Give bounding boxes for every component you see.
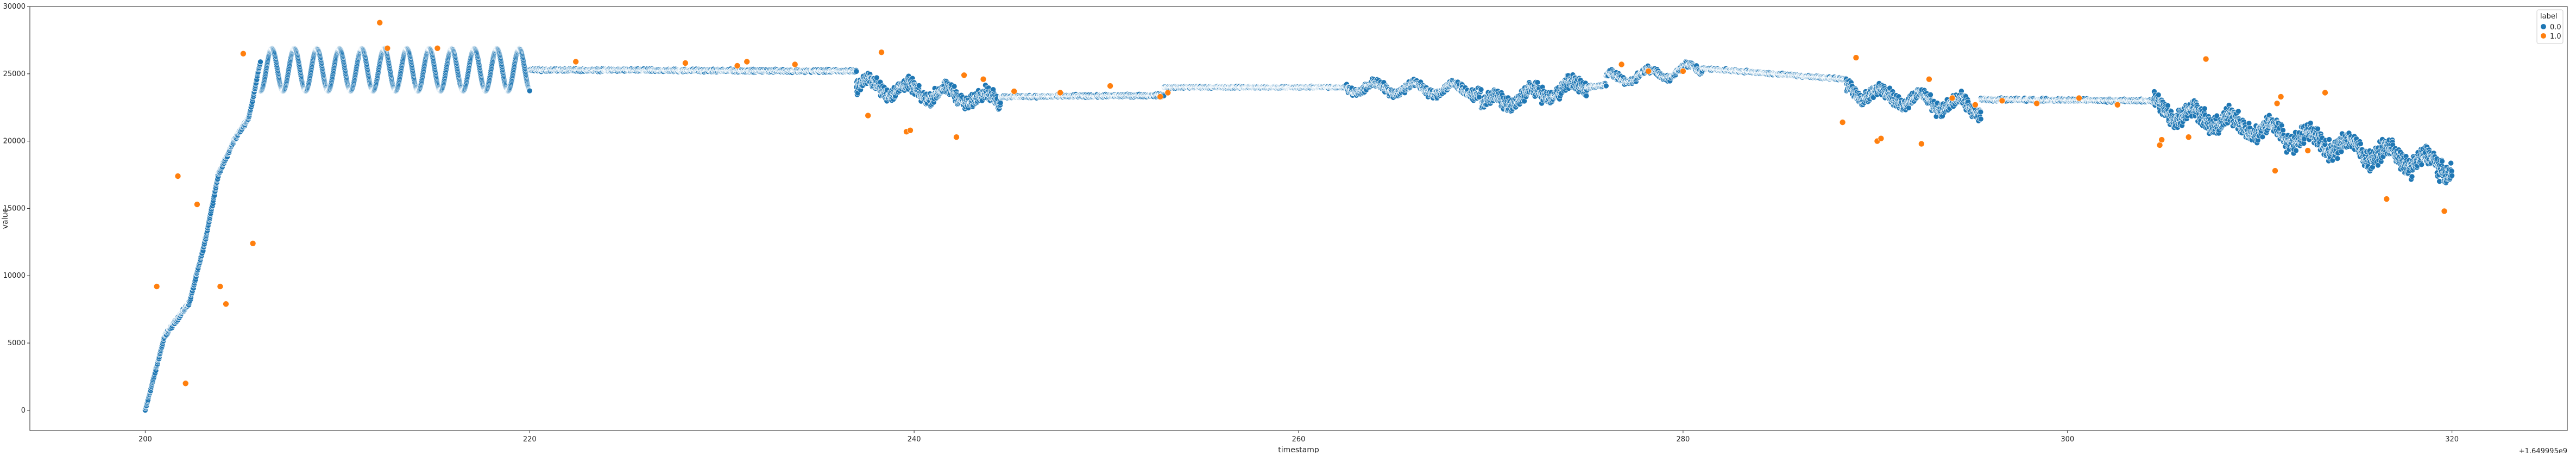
point-label-0-3298 [997,100,1004,106]
point-label-0-3120 [951,83,958,90]
point-label-0-2742 [853,68,860,74]
point-label-0-2821 [873,74,880,81]
point-label-0-2984 [916,83,922,89]
point-label-0-1482 [526,88,533,94]
points-layer [142,19,2455,413]
point-label-0-444 [257,59,263,65]
